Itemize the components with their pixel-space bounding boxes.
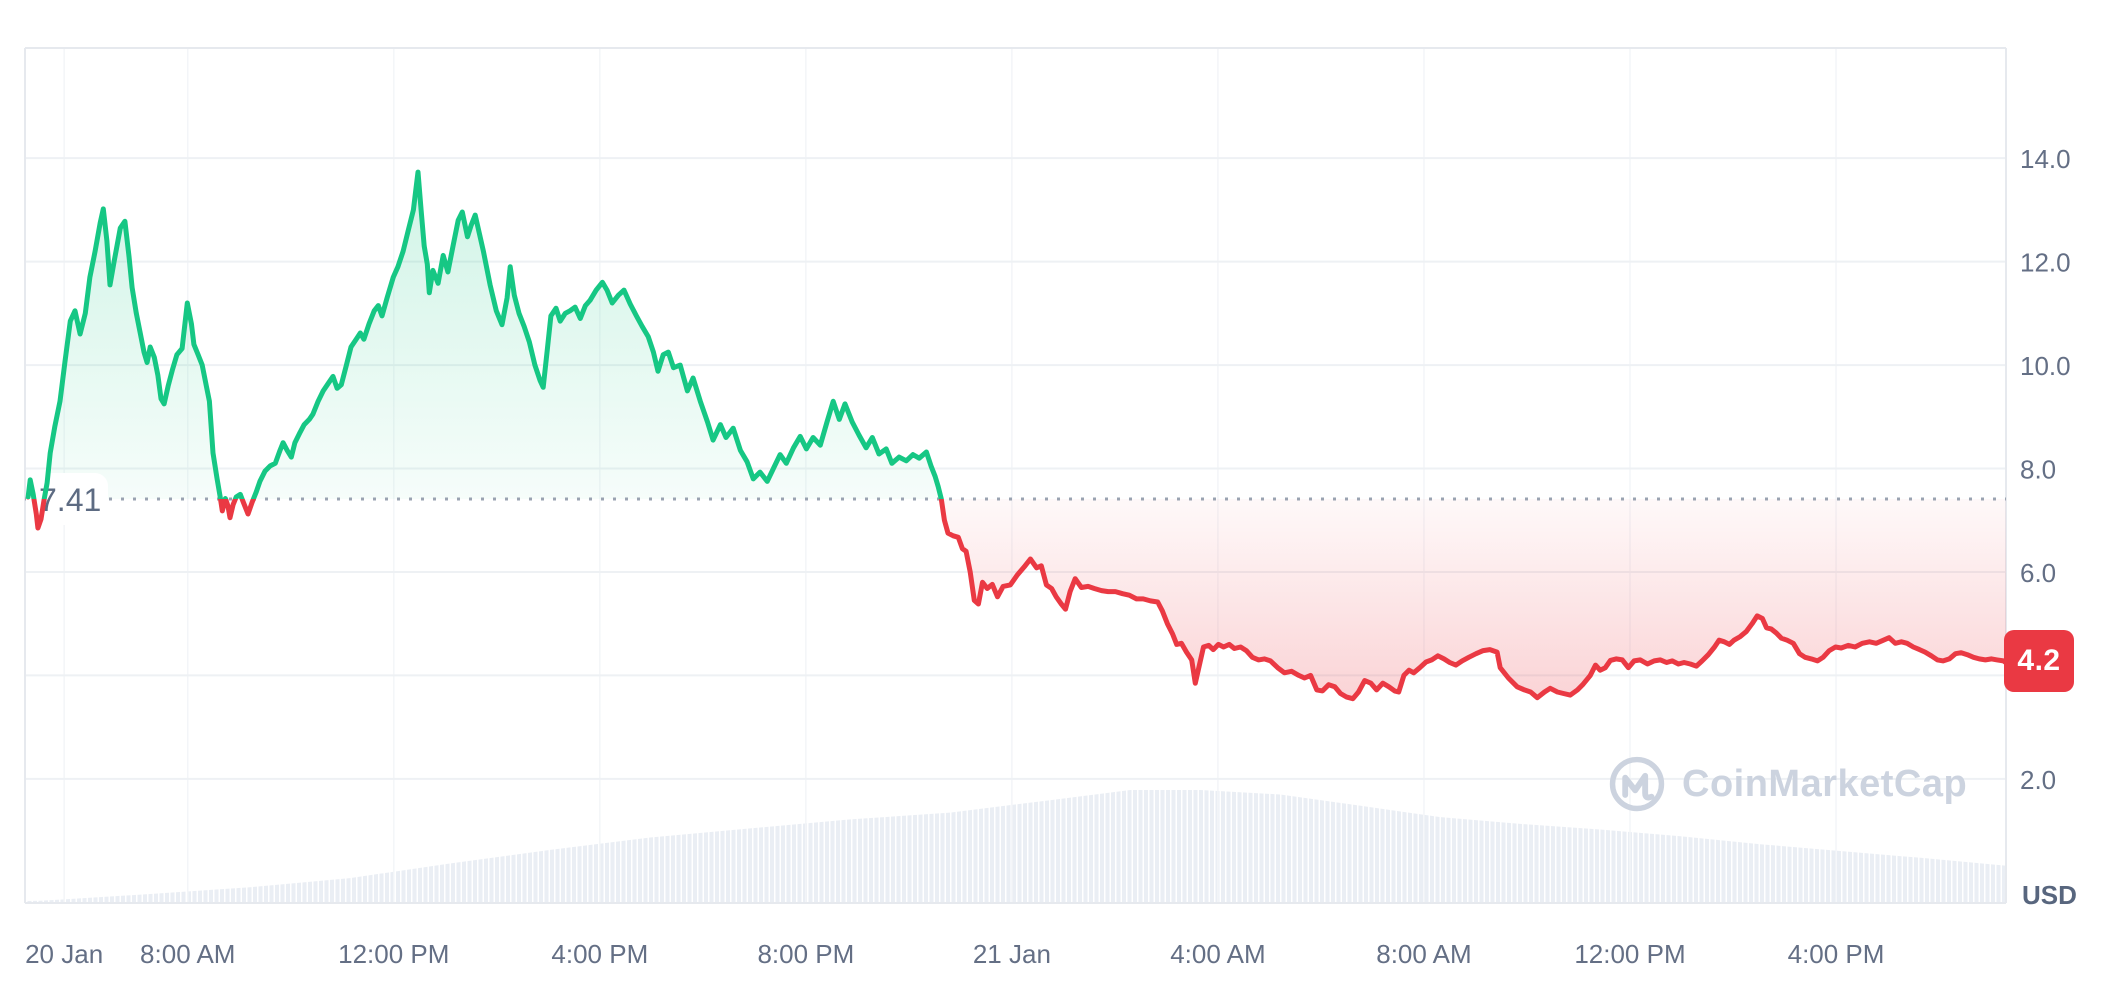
- y-axis-unit-label: USD: [2022, 880, 2077, 910]
- y-axis-label: 8.0: [2020, 455, 2056, 485]
- x-axis-label: 21 Jan: [973, 939, 1051, 969]
- current-price-value: 4.2: [2017, 643, 2061, 677]
- y-axis-label: 12.0: [2020, 248, 2071, 278]
- volume-bars: [25, 790, 2007, 903]
- area-fill-up: [28, 172, 2006, 500]
- baseline-price-label: 7.41: [39, 482, 101, 518]
- x-axis-label: 4:00 AM: [1170, 939, 1265, 969]
- price-line-up: [25, 169, 944, 500]
- y-axis-labels: 14.0 12.0 10.0 8.0 6.0 2.0: [2020, 144, 2071, 795]
- y-axis-label: 14.0: [2020, 144, 2071, 174]
- y-axis-label: 6.0: [2020, 558, 2056, 588]
- x-axis-labels: 20 Jan 8:00 AM 12:00 PM 4:00 PM 8:00 PM 21 Ja…: [25, 939, 1884, 969]
- x-axis-label: 20 Jan: [25, 939, 103, 969]
- x-axis-label: 8:00 PM: [757, 939, 854, 969]
- x-axis-label: 4:00 PM: [1788, 939, 1885, 969]
- plot-border: [24, 47, 2007, 904]
- y-axis-label: 10.0: [2020, 351, 2071, 381]
- coinmarketcap-watermark: CoinMarketCap: [1608, 752, 1967, 816]
- x-axis-label: 8:00 AM: [140, 939, 235, 969]
- watermark-text: CoinMarketCap: [1682, 762, 1968, 805]
- x-axis-label: 12:00 PM: [338, 939, 449, 969]
- y-axis-label: 2.0: [2020, 765, 2056, 795]
- current-price-badge: 4.2: [2004, 629, 2074, 692]
- coinmarketcap-logo-icon: [1609, 756, 1665, 812]
- price-line-down: [26, 499, 2006, 702]
- x-axis-label: 12:00 PM: [1574, 939, 1685, 969]
- area-fill-down: [33, 499, 2006, 699]
- x-axis-label: 8:00 AM: [1376, 939, 1471, 969]
- x-axis-label: 4:00 PM: [551, 939, 648, 969]
